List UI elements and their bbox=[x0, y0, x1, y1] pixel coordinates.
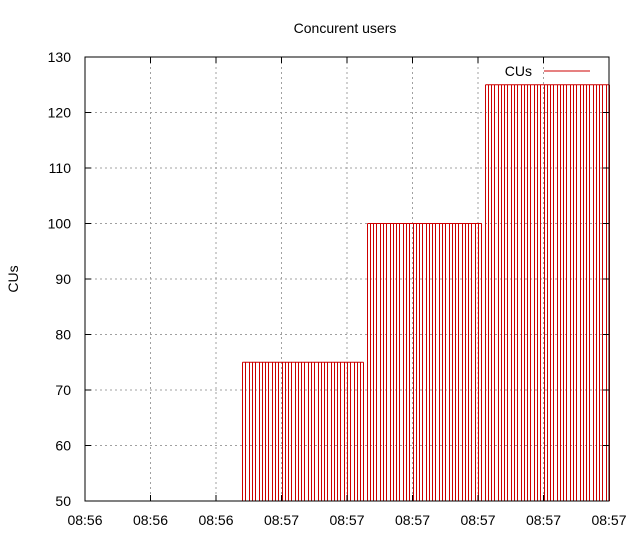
y-tick-label: 120 bbox=[48, 105, 72, 121]
x-tick-label: 08:56 bbox=[67, 512, 102, 528]
series-impulses bbox=[242, 84, 610, 501]
x-tick-label: 08:57 bbox=[329, 512, 364, 528]
y-tick-label: 60 bbox=[55, 438, 71, 454]
y-tick-label: 50 bbox=[55, 493, 71, 509]
y-axis-label: CUs bbox=[5, 265, 21, 292]
legend-label: CUs bbox=[505, 63, 532, 79]
ticks: 50 60 70 80 90 100 110 120 130 08:56 08:56 08:56 08:… bbox=[48, 49, 627, 528]
y-tick-label: 90 bbox=[55, 271, 71, 287]
y-tick-label: 100 bbox=[48, 216, 72, 232]
x-tick-label: 08:57 bbox=[460, 512, 495, 528]
x-tick-label: 08:57 bbox=[591, 512, 626, 528]
x-tick-label: 08:57 bbox=[526, 512, 561, 528]
x-tick-label: 08:56 bbox=[198, 512, 233, 528]
chart-title: Concurent users bbox=[294, 20, 397, 36]
y-tick-label: 80 bbox=[55, 327, 71, 343]
legend: CUs bbox=[505, 63, 590, 79]
y-tick-label: 70 bbox=[55, 382, 71, 398]
y-tick-label: 130 bbox=[48, 49, 72, 65]
y-tick-label: 110 bbox=[49, 160, 72, 176]
x-tick-label: 08:57 bbox=[395, 512, 430, 528]
x-tick-label: 08:56 bbox=[133, 512, 168, 528]
x-tick-label: 08:57 bbox=[264, 512, 299, 528]
